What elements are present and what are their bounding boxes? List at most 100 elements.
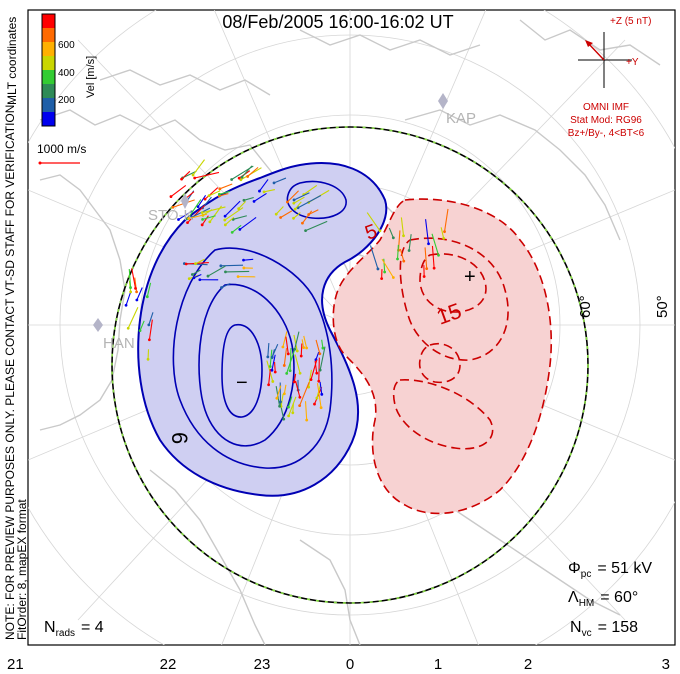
velocity-vector-origin — [135, 298, 139, 302]
station-label-kap: KAP — [446, 110, 476, 127]
velocity-vector-origin — [315, 371, 319, 375]
station-label-han: HAN — [103, 335, 135, 352]
velocity-vector — [310, 359, 318, 380]
velocity-vector-origin — [146, 357, 150, 361]
velocity-vector — [425, 219, 430, 244]
velocity-vector — [294, 201, 302, 210]
velocity-vector-origin — [304, 229, 307, 233]
velocity-vector-origin — [223, 218, 227, 222]
velocity-vector-origin — [376, 267, 380, 271]
velocity-vector — [305, 220, 328, 232]
scale-vector-label: 1000 m/s — [37, 142, 86, 156]
velocity-vector — [383, 258, 386, 273]
velocity-vector-origin — [279, 400, 282, 404]
velocity-vector-origin — [224, 270, 227, 274]
velocity-vector-origin — [184, 262, 188, 266]
velocity-vector — [192, 269, 201, 275]
velocity-vector-origin — [317, 379, 321, 383]
velocity-vector — [308, 369, 312, 388]
positive-cell-fill — [332, 198, 553, 515]
velocity-vector — [396, 244, 399, 260]
colorbar-segment — [42, 84, 55, 99]
mlt-tick-23: 23 — [254, 656, 271, 673]
velocity-vector — [431, 245, 435, 269]
velocity-vector-origin — [286, 352, 290, 356]
velocity-vector-origin — [380, 277, 384, 281]
velocity-vector — [131, 268, 137, 289]
velocity-vector — [188, 213, 207, 219]
velocity-vector-origin — [443, 230, 446, 234]
velocity-vector-origin — [282, 417, 286, 421]
velocity-vector-origin — [274, 212, 278, 216]
velocity-vector-origin — [124, 303, 128, 307]
velocity-vector-origin — [262, 190, 266, 194]
velocity-vector-origin — [298, 371, 302, 375]
velocity-vector — [280, 210, 293, 218]
velocity-vector-origin — [402, 234, 405, 238]
velocity-vector-origin — [298, 404, 302, 407]
mlt-axis: 21 22 23 0 1 2 3 — [7, 656, 670, 673]
velocity-vector — [267, 343, 270, 357]
velocity-vector — [399, 248, 405, 262]
velocity-vector — [125, 292, 132, 306]
station-kap: KAP — [438, 93, 476, 127]
velocity-vector — [316, 383, 322, 408]
velocity-vector — [285, 336, 289, 354]
velocity-vector — [295, 380, 301, 398]
velocity-vector — [271, 354, 276, 371]
potential-min-marker: − — [236, 372, 248, 394]
velocity-vector — [191, 207, 211, 218]
velocity-vector — [239, 216, 257, 230]
plot-title: 08/Feb/2005 16:00-16:02 UT — [222, 12, 453, 32]
lambda-hm-stat: ΛHM = 60° — [568, 589, 638, 609]
velocity-vector — [275, 206, 284, 215]
velocity-vector-origin — [223, 223, 227, 227]
velocity-vector-origin — [187, 217, 191, 220]
velocity-vector — [300, 343, 303, 357]
velocity-vector-origin — [318, 368, 322, 372]
phi-pc-stat: Φpc = 51 kV — [568, 560, 652, 580]
radar-sites: STO-K KAP HAN — [93, 93, 476, 352]
velocity-vector-origin — [135, 290, 138, 294]
colorbar-segment — [42, 28, 55, 43]
plot-frame — [27, 9, 676, 646]
velocity-vector-origin — [191, 173, 195, 177]
velocity-vector — [388, 227, 394, 239]
velocity-vector-origin — [427, 242, 430, 246]
velocity-vector-origin — [288, 369, 292, 373]
velocity-vector-origin — [298, 395, 302, 399]
velocity-vector — [294, 331, 300, 350]
imf-y-label: +Y — [626, 57, 639, 68]
velocity-vector-origin — [292, 198, 296, 202]
velocity-vector — [369, 245, 379, 270]
velocity-vector-origin — [425, 267, 429, 271]
velocity-vector-origin — [223, 214, 227, 218]
velocity-vector-origin — [237, 207, 241, 211]
velocity-vector-origin — [318, 352, 322, 356]
velocity-vector-origin — [295, 349, 299, 353]
velocity-vector-origin — [180, 177, 184, 181]
velocity-colorbar: 600 400 200 Vel [m/s] — [41, 13, 97, 127]
velocity-vector — [202, 215, 216, 220]
station-han: HAN — [93, 318, 135, 352]
velocity-vector — [315, 339, 321, 354]
velocity-vector-origin — [305, 418, 309, 422]
velocity-vector-origin — [126, 326, 130, 330]
velocity-vector-origin — [391, 276, 395, 279]
velocity-vector-origin — [292, 201, 296, 205]
velocity-vector-origin — [281, 345, 285, 349]
velocity-vector — [202, 206, 226, 214]
velocity-vector — [287, 396, 293, 408]
velocity-vector-origin — [129, 290, 133, 294]
velocity-vector — [181, 170, 191, 180]
velocity-vector-origin — [313, 402, 316, 406]
velocity-vector — [128, 268, 132, 288]
velocity-vector-origin — [383, 270, 387, 274]
velocity-vector-origin — [145, 295, 149, 299]
velocity-vector-origin — [230, 230, 234, 234]
velocity-vector-origin — [378, 229, 382, 233]
velocity-vector — [293, 192, 310, 201]
velocity-vector — [319, 381, 323, 395]
velocity-vector — [263, 188, 275, 193]
